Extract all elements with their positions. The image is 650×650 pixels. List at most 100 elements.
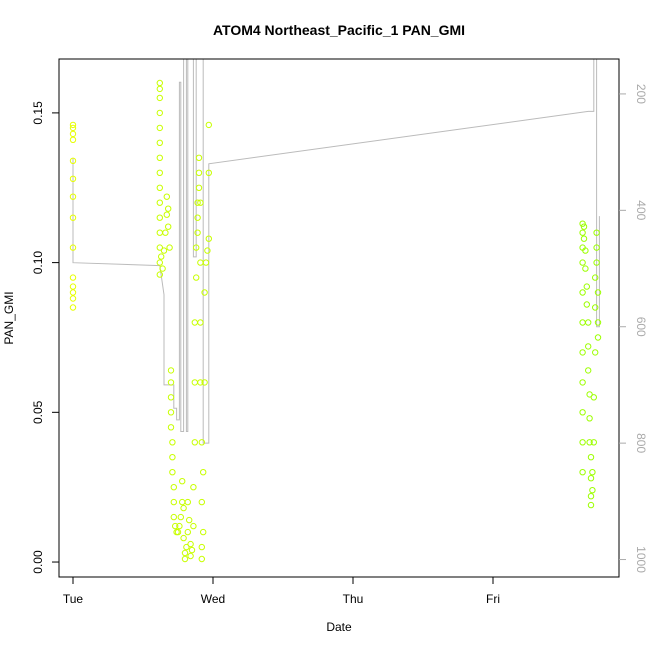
data-point xyxy=(169,454,176,461)
y2-tick-label: 400 xyxy=(634,200,648,220)
data-point xyxy=(191,439,199,446)
y-tick-label: 0.00 xyxy=(31,550,45,574)
data-point xyxy=(156,124,164,132)
data-point xyxy=(594,289,602,296)
data-point xyxy=(159,265,166,272)
data-point xyxy=(579,349,586,356)
secondary-series-line xyxy=(72,58,600,444)
data-point xyxy=(197,379,204,386)
data-point xyxy=(183,543,190,551)
data-point xyxy=(181,555,189,563)
data-point xyxy=(585,319,592,326)
data-point xyxy=(174,528,182,536)
data-point xyxy=(167,409,175,416)
data-point xyxy=(194,199,201,206)
data-point xyxy=(585,367,592,374)
data-point xyxy=(184,528,192,536)
data-point xyxy=(590,439,597,446)
data-point xyxy=(163,211,171,218)
data-point xyxy=(156,271,164,278)
data-point xyxy=(592,304,599,311)
data-point xyxy=(579,469,586,476)
data-point xyxy=(190,522,197,530)
data-point xyxy=(589,469,596,476)
data-point xyxy=(202,259,210,266)
data-point xyxy=(198,439,206,446)
y2-tick-label: 800 xyxy=(634,433,648,453)
data-point xyxy=(156,184,164,192)
data-point xyxy=(165,223,172,230)
data-point xyxy=(579,229,586,236)
data-point xyxy=(587,454,595,461)
data-point xyxy=(592,274,599,281)
data-point xyxy=(586,415,593,422)
data-point xyxy=(198,498,206,506)
data-point xyxy=(156,199,164,206)
data-point xyxy=(162,229,169,236)
data-point xyxy=(156,154,164,162)
data-point xyxy=(176,522,183,530)
data-point xyxy=(589,487,596,494)
data-point xyxy=(205,235,213,242)
data-point xyxy=(582,265,589,272)
data-point xyxy=(69,295,77,302)
data-point xyxy=(69,289,77,296)
data-point xyxy=(579,220,586,227)
data-point xyxy=(594,334,602,341)
data-point xyxy=(69,121,77,129)
data-point xyxy=(580,223,588,230)
x-axis: Tue Wed Thu Fri xyxy=(63,576,500,606)
data-point xyxy=(179,478,186,485)
data-point xyxy=(69,157,77,165)
data-point xyxy=(156,169,164,177)
data-point xyxy=(586,391,593,398)
data-point xyxy=(180,534,187,542)
data-point xyxy=(177,513,185,521)
data-point xyxy=(198,555,206,563)
data-point xyxy=(167,367,175,374)
data-point xyxy=(156,214,164,221)
data-point xyxy=(180,504,187,512)
data-point xyxy=(190,484,197,491)
data-point xyxy=(590,394,597,401)
data-point xyxy=(585,343,592,350)
data-point xyxy=(193,274,200,281)
data-point xyxy=(200,528,207,536)
data-point xyxy=(184,498,192,506)
data-point xyxy=(69,193,77,200)
data-point xyxy=(201,289,208,296)
data-point xyxy=(205,169,213,177)
data-point xyxy=(195,154,203,162)
y2-tick-label: 200 xyxy=(634,84,648,104)
data-point xyxy=(188,546,196,554)
data-point xyxy=(587,501,595,509)
data-point xyxy=(69,274,77,281)
data-point xyxy=(186,516,193,524)
data-point xyxy=(167,394,175,401)
data-point xyxy=(195,169,203,177)
data-point xyxy=(165,205,172,212)
data-point xyxy=(200,469,207,476)
y-tick-label: 0.10 xyxy=(31,251,45,275)
data-point xyxy=(579,439,586,446)
x-tick-label: Fri xyxy=(486,592,500,606)
data-point xyxy=(69,244,77,251)
data-point xyxy=(156,94,164,102)
data-point xyxy=(193,244,200,251)
data-point xyxy=(593,244,600,251)
y2-tick-label: 1000 xyxy=(634,546,648,573)
secondary-series-layer xyxy=(72,58,600,444)
chart-title: ATOM4 Northeast_Pacific_1 PAN_GMI xyxy=(213,22,465,38)
data-point xyxy=(160,247,168,254)
data-point xyxy=(579,379,586,386)
data-point xyxy=(163,193,171,200)
data-point xyxy=(172,522,179,530)
data-points-layer xyxy=(69,79,602,563)
data-point xyxy=(594,319,602,326)
data-point xyxy=(69,130,77,138)
data-point xyxy=(156,259,164,266)
y-tick-label: 0.15 xyxy=(31,101,45,125)
data-point xyxy=(587,493,595,500)
